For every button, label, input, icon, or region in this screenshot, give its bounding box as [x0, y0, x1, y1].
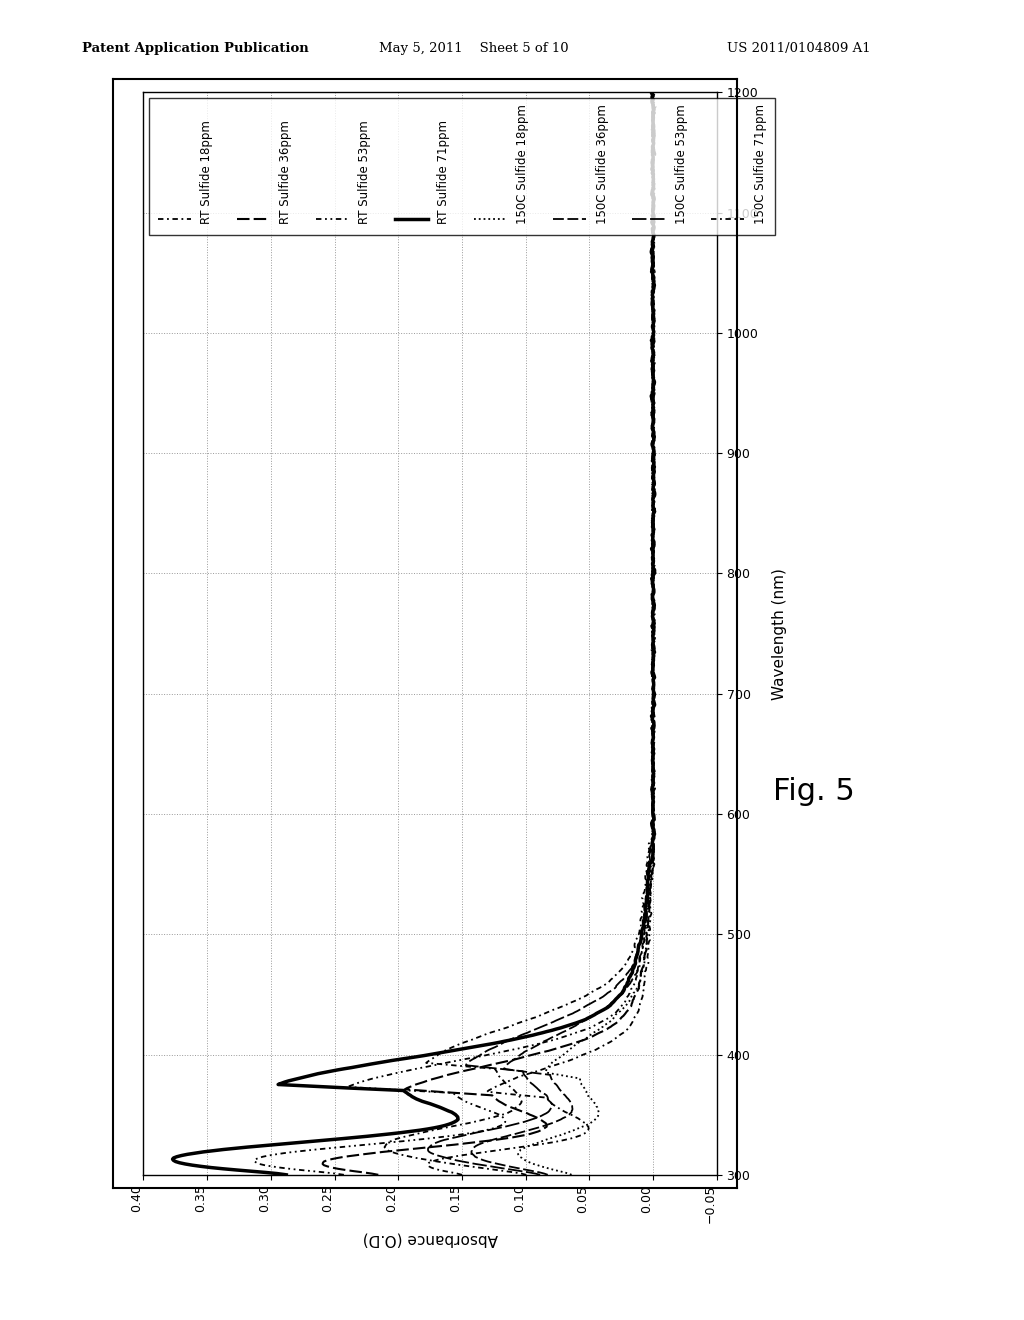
- Y-axis label: Wavelength (nm): Wavelength (nm): [772, 568, 787, 700]
- Text: US 2011/0104809 A1: US 2011/0104809 A1: [727, 42, 870, 55]
- Text: Fig. 5: Fig. 5: [773, 777, 855, 807]
- X-axis label: Absorbance (O.D): Absorbance (O.D): [362, 1232, 498, 1246]
- Text: Patent Application Publication: Patent Application Publication: [82, 42, 308, 55]
- Text: May 5, 2011    Sheet 5 of 10: May 5, 2011 Sheet 5 of 10: [379, 42, 568, 55]
- Legend: RT Sulfide 18ppm, RT Sulfide 36ppm, RT Sulfide 53ppm, RT Sulfide 71ppm, 150C Sul: RT Sulfide 18ppm, RT Sulfide 36ppm, RT S…: [150, 98, 775, 235]
